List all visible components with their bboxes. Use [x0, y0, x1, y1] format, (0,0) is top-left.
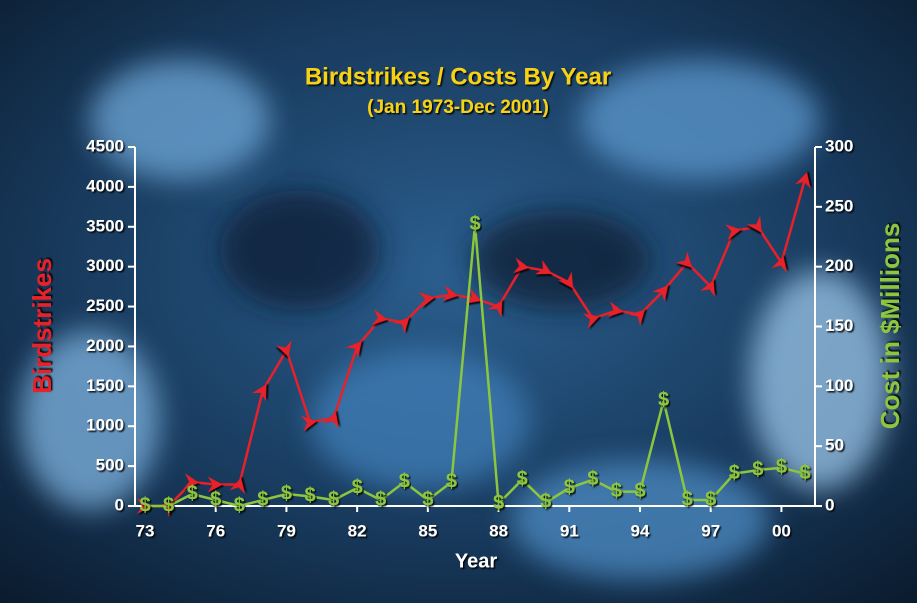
dollar-marker: $: [234, 494, 245, 516]
x-tick-label: 91: [560, 521, 579, 540]
dollar-marker: $: [422, 488, 433, 510]
dollar-marker: $: [752, 458, 763, 480]
dollar-marker: $: [352, 476, 363, 498]
dollar-marker: $: [257, 488, 268, 510]
dollar-marker: $: [540, 491, 551, 513]
dollar-marker: $: [281, 482, 292, 504]
y-tick-label: 500: [96, 456, 124, 475]
dollar-marker: $: [705, 488, 716, 510]
y2-tick-label: 100: [825, 376, 853, 395]
y-tick-label: 4000: [86, 176, 124, 195]
dollar-marker: $: [634, 480, 645, 502]
x-tick-label: 97: [701, 521, 720, 540]
y-tick-label: 4500: [86, 136, 124, 155]
dollar-marker: $: [469, 213, 480, 235]
dollar-marker: $: [328, 488, 339, 510]
dollar-marker: $: [163, 494, 174, 516]
dollar-marker: $: [587, 468, 598, 490]
chart-title: Birdstrikes / Costs By Year: [305, 63, 611, 90]
y-tick-label: 3000: [86, 256, 124, 275]
dollar-marker: $: [139, 494, 150, 516]
x-tick-label: 94: [631, 521, 650, 540]
dollar-marker: $: [446, 470, 457, 492]
dollar-marker: $: [187, 482, 198, 504]
y2-tick-label: 300: [825, 136, 853, 155]
y2-tick-label: 0: [825, 495, 834, 514]
dollar-marker: $: [304, 485, 315, 507]
y2-tick-label: 50: [825, 436, 844, 455]
page: {"chart_data": {"type": "line", "title":…: [0, 0, 917, 603]
y-tick-label: 1500: [86, 376, 124, 395]
dollar-marker: $: [493, 492, 504, 514]
x-tick-label: 88: [489, 521, 508, 540]
x-tick-label: 85: [418, 521, 437, 540]
y2-tick-label: 150: [825, 316, 853, 335]
dollar-marker: $: [658, 389, 669, 411]
y-tick-label: 3500: [86, 216, 124, 235]
dollar-marker: $: [375, 488, 386, 510]
x-tick-label: 82: [348, 521, 367, 540]
dollar-marker: $: [517, 468, 528, 490]
y2-axis-title: Cost in $Millions: [875, 223, 905, 430]
chart: Birdstrikes / Costs By Year (Jan 1973-De…: [0, 0, 917, 603]
dollar-marker: $: [799, 462, 810, 484]
dollar-marker: $: [399, 470, 410, 492]
x-tick-label: 00: [772, 521, 791, 540]
dollar-marker: $: [611, 480, 622, 502]
y-axis-title: Birdstrikes: [27, 258, 57, 394]
dollar-marker: $: [729, 462, 740, 484]
dollar-marker: $: [776, 456, 787, 478]
dollar-marker: $: [564, 476, 575, 498]
y-tick-label: 0: [115, 495, 124, 514]
dollar-marker: $: [210, 488, 221, 510]
x-tick-label: 76: [206, 521, 225, 540]
y-tick-label: 2000: [86, 336, 124, 355]
y-tick-label: 1000: [86, 416, 124, 435]
y-tick-label: 2500: [86, 296, 124, 315]
x-tick-label: 79: [277, 521, 296, 540]
y2-tick-label: 250: [825, 196, 853, 215]
y2-tick-label: 200: [825, 256, 853, 275]
dollar-marker: $: [682, 488, 693, 510]
x-tick-label: 73: [136, 521, 155, 540]
x-axis-title: Year: [455, 550, 497, 572]
chart-subtitle: (Jan 1973-Dec 2001): [367, 97, 549, 118]
